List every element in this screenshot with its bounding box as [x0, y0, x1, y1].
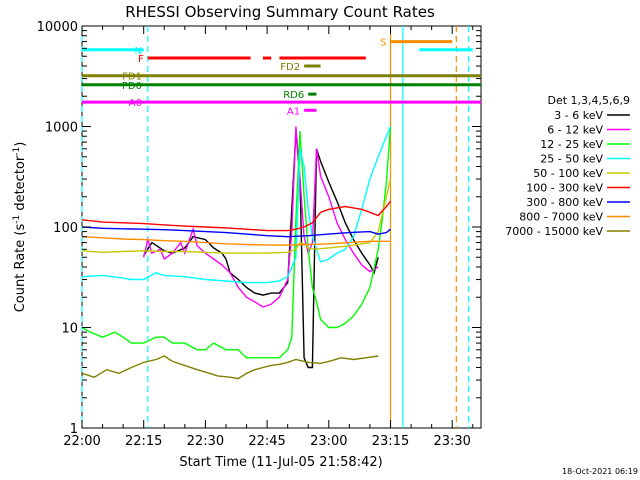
- legend-label-1: 6 - 12 keV: [547, 124, 603, 137]
- flag-label-a0: A0: [129, 98, 142, 109]
- series-line-8: [81, 355, 379, 380]
- legend-label-7: 800 - 7000 keV: [519, 211, 603, 224]
- x-tick-label-3: 22:45: [248, 434, 285, 449]
- series-line-7: [81, 236, 391, 246]
- series-line-0: [143, 131, 379, 369]
- legend-label-6: 300 - 800 keV: [526, 196, 603, 209]
- flag-label-pd0: PD0: [122, 81, 142, 92]
- x-tick-label-0: 22:00: [63, 434, 100, 449]
- series-line-4: [81, 178, 392, 254]
- legend-label-8: 7000 - 15000 keV: [505, 225, 603, 238]
- flag-label-s: S: [380, 38, 386, 49]
- y-axis-label-close: ): [13, 142, 28, 147]
- legend-label-2: 12 - 25 keV: [540, 138, 603, 151]
- chart-title: RHESSI Observing Summary Count Rates: [125, 3, 435, 21]
- legend-title: Det 1,3,4,5,6,9: [547, 94, 630, 107]
- legend-label-0: 3 - 6 keV: [554, 109, 603, 122]
- y-tick-label-0: 1: [70, 422, 78, 437]
- series-line-3: [81, 126, 392, 284]
- x-tick-label-6: 23:30: [433, 434, 470, 449]
- y-axis-label-main: Count Rate (s: [13, 224, 28, 313]
- series-line-2: [81, 126, 392, 359]
- y-tick-label-2: 100: [53, 221, 78, 236]
- flag-bars: NF S FD1 FD2 PD0 RD6 A0 A1: [82, 38, 481, 117]
- legend-label-4: 50 - 100 keV: [533, 167, 603, 180]
- series-lines: [81, 126, 392, 380]
- series-line-6: [81, 226, 391, 238]
- y-axis-label-sup2: -1: [12, 147, 22, 156]
- x-tick-label-5: 23:15: [372, 434, 409, 449]
- y-tick-label-1: 10: [61, 322, 78, 337]
- x-axis-label: Start Time (11-Jul-05 21:58:42): [179, 455, 382, 470]
- y-axis-label: Count Rate (s-1 detector-1): [12, 142, 28, 313]
- axes: 22:00 22:15 22:30 22:45 23:00 23:15 23:30 1 10 10…: [37, 20, 481, 449]
- flag-label-f: F: [138, 54, 144, 65]
- series-line-1: [143, 126, 379, 308]
- footer-timestamp: 18-Oct-2021 06:19: [562, 467, 638, 476]
- y-tick-label-4: 10000: [37, 20, 78, 35]
- flag-label-fd1: FD1: [122, 72, 142, 83]
- flag-label-rd6: RD6: [283, 90, 304, 101]
- series-line-5: [81, 200, 392, 232]
- x-tick-label-1: 22:15: [125, 434, 162, 449]
- y-axis-label-tail: detector: [13, 155, 28, 215]
- x-tick-label-2: 22:30: [187, 434, 224, 449]
- flag-label-fd2: FD2: [280, 62, 300, 73]
- legend-label-5: 100 - 300 keV: [526, 182, 603, 195]
- legend-label-3: 25 - 50 keV: [540, 153, 603, 166]
- y-axis-label-sup: -1: [12, 215, 22, 224]
- flag-label-n: N: [135, 46, 142, 57]
- y-tick-label-3: 1000: [45, 121, 78, 136]
- flag-label-a1: A1: [287, 106, 300, 117]
- x-tick-label-4: 23:00: [310, 434, 347, 449]
